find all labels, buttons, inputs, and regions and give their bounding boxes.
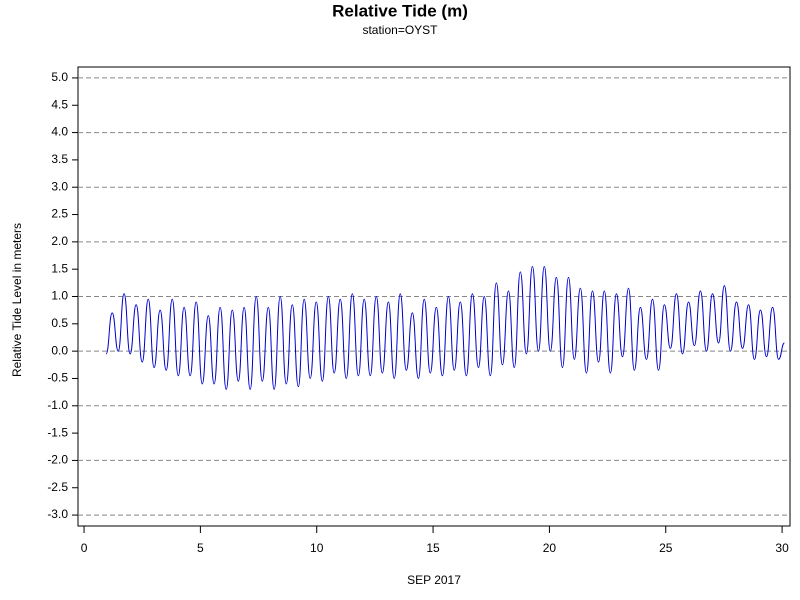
y-tick-label: 1.0 [51,289,68,303]
tide-line [105,265,785,390]
y-tick-label: 0.5 [51,316,68,330]
y-tick-label: -3.0 [47,507,68,521]
y-tick-label: -0.5 [47,371,68,385]
y-tick-label: -2.5 [47,480,68,494]
x-tick-label: 5 [197,541,204,555]
y-tick-label: 4.5 [51,97,68,111]
x-tick-label: 15 [426,541,440,555]
x-tick-label: 20 [543,541,557,555]
y-tick-label: 2.0 [51,234,68,248]
y-tick-label: 4.0 [51,125,68,139]
chart-title: Relative Tide (m) [332,1,468,20]
chart-subtitle: station=OYST [362,23,438,37]
x-axis-label: SEP 2017 [407,573,461,587]
x-tick-label: 30 [775,541,789,555]
x-tick-label: 0 [81,541,88,555]
y-tick-label: 1.5 [51,261,68,275]
y-tick-label: -1.0 [47,398,68,412]
x-tick-label: 10 [310,541,324,555]
y-tick-label: 5.0 [51,70,68,84]
y-tick-label: -1.5 [47,425,68,439]
y-tick-label: -2.0 [47,453,68,467]
y-tick-label: 2.5 [51,207,68,221]
x-tick-label: 25 [659,541,673,555]
y-tick-label: 3.5 [51,152,68,166]
y-axis-label: Relative Tide Level in meters [10,223,24,377]
y-tick-label: 0.0 [51,343,68,357]
y-tick-label: 3.0 [51,179,68,193]
